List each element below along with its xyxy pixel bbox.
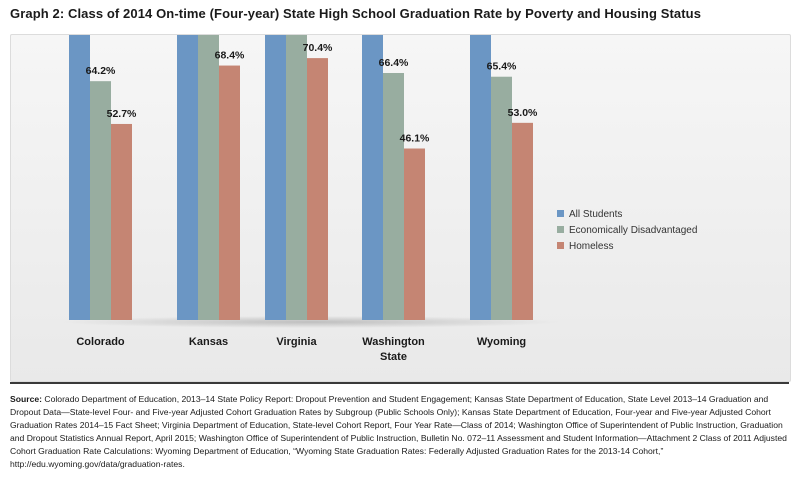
category-label-line: Colorado bbox=[76, 336, 125, 348]
bar-virginia-homeless bbox=[307, 58, 328, 320]
legend-swatch-all-students bbox=[557, 210, 564, 217]
bar-chart: 77.3%64.2%52.7%Colorado85.8%77.2%68.4%Ka… bbox=[61, 35, 697, 363]
data-label-kansas-homeless: 68.4% bbox=[215, 50, 245, 62]
source-note: Source: Colorado Department of Education… bbox=[10, 393, 790, 471]
bar-washington-state-homeless bbox=[404, 148, 425, 320]
chart-legend: All Students Economically Disadvantaged Ho… bbox=[557, 209, 697, 252]
data-label-wyoming-economically-disadvantaged: 65.4% bbox=[487, 61, 517, 73]
bar-group-wyoming: 78.6%65.4%53.0%Wyoming bbox=[470, 35, 538, 348]
category-label-kansas: Kansas bbox=[189, 336, 228, 348]
bar-wyoming-economically-disadvantaged bbox=[491, 76, 512, 320]
category-label-line: Virginia bbox=[276, 336, 317, 348]
legend-label-economically-disadvantaged: Economically Disadvantaged bbox=[569, 225, 697, 236]
source-label: Source: bbox=[10, 394, 42, 404]
legend-swatch-economically-disadvantaged bbox=[557, 226, 564, 233]
bar-group-virginia: 89.9%81.8%70.4%Virginia bbox=[265, 35, 333, 348]
legend-label-homeless: Homeless bbox=[569, 241, 613, 252]
category-label-colorado: Colorado bbox=[76, 336, 125, 348]
category-label-line: State bbox=[380, 351, 407, 363]
data-label-wyoming-homeless: 53.0% bbox=[508, 107, 538, 119]
data-label-washington-state-economically-disadvantaged: 66.4% bbox=[379, 57, 409, 69]
bar-kansas-all-students bbox=[177, 35, 198, 320]
bar-wyoming-all-students bbox=[470, 35, 491, 320]
legend-label-all-students: All Students bbox=[569, 209, 622, 220]
bar-kansas-homeless bbox=[219, 65, 240, 320]
bar-kansas-economically-disadvantaged bbox=[198, 35, 219, 320]
bar-wyoming-homeless bbox=[512, 122, 533, 320]
bar-colorado-all-students bbox=[69, 35, 90, 320]
category-label-line: Washington bbox=[362, 336, 425, 348]
bar-group-colorado: 77.3%64.2%52.7%Colorado bbox=[69, 35, 137, 348]
bar-group-kansas: 85.8%77.2%68.4%Kansas bbox=[177, 35, 245, 348]
bar-washington-state-all-students bbox=[362, 35, 383, 320]
category-label-wyoming: Wyoming bbox=[477, 336, 526, 348]
data-label-washington-state-homeless: 46.1% bbox=[400, 133, 430, 145]
chart-panel: 77.3%64.2%52.7%Colorado85.8%77.2%68.4%Ka… bbox=[10, 34, 791, 382]
bar-washington-state-economically-disadvantaged bbox=[383, 72, 404, 320]
category-label-line: Wyoming bbox=[477, 336, 526, 348]
source-text: Colorado Department of Education, 2013–1… bbox=[10, 394, 787, 469]
legend-swatch-homeless bbox=[557, 242, 564, 249]
category-label-virginia: Virginia bbox=[276, 336, 317, 348]
data-label-colorado-homeless: 52.7% bbox=[107, 108, 137, 120]
bar-colorado-homeless bbox=[111, 123, 132, 321]
bar-virginia-economically-disadvantaged bbox=[286, 35, 307, 320]
bar-virginia-all-students bbox=[265, 35, 286, 321]
data-label-virginia-homeless: 70.4% bbox=[303, 42, 333, 54]
category-label-washington-state: Washington State bbox=[362, 336, 425, 363]
category-label-line: Kansas bbox=[189, 336, 228, 348]
chart-title: Graph 2: Class of 2014 On-time (Four-yea… bbox=[10, 6, 702, 21]
bar-colorado-economically-disadvantaged bbox=[90, 81, 111, 320]
data-label-colorado-economically-disadvantaged: 64.2% bbox=[86, 65, 116, 77]
divider bbox=[10, 382, 789, 384]
